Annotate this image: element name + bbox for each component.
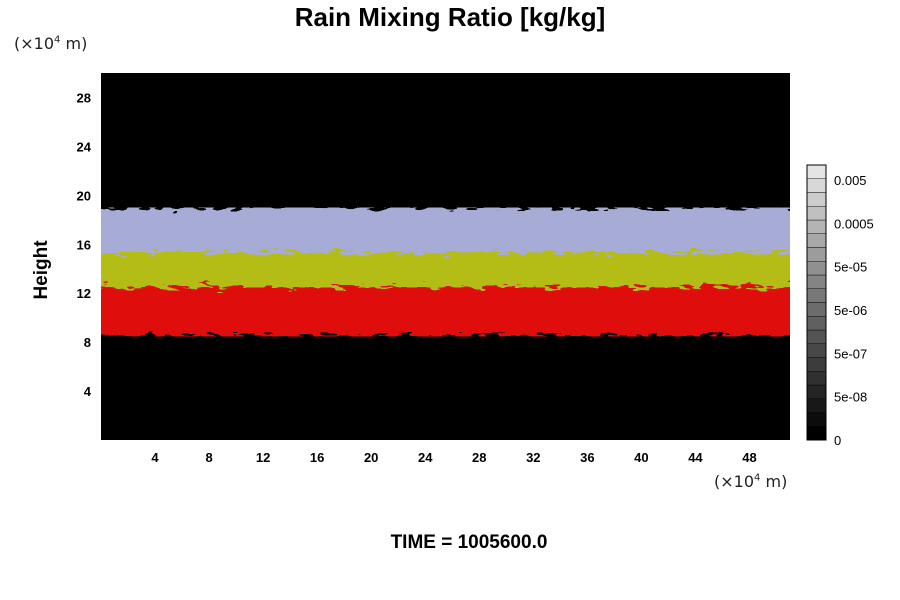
colorbar-swatch xyxy=(806,316,827,331)
y-tick-label: 24 xyxy=(77,139,92,154)
colorbar-swatch xyxy=(806,219,827,234)
colorbar-swatch xyxy=(806,164,827,179)
colorbar-swatch xyxy=(806,206,827,221)
x-tick-label: 24 xyxy=(418,450,433,465)
colorbar-swatch xyxy=(806,398,827,413)
y-tick-label: 20 xyxy=(77,188,91,203)
colorbar-swatch xyxy=(806,233,827,248)
colorbar-swatch xyxy=(806,261,827,276)
x-tick-label: 48 xyxy=(742,450,756,465)
colorbar-tick-label: 0.005 xyxy=(834,173,867,188)
colorbar-swatch xyxy=(806,384,827,399)
x-tick-label: 28 xyxy=(472,450,486,465)
y-tick-label: 8 xyxy=(84,335,91,350)
colorbar-swatch xyxy=(806,178,827,193)
x-axis-unit-label: (×104 m) xyxy=(714,472,788,491)
colorbar-swatch xyxy=(806,302,827,317)
time-footer: TIME = 1005600.0 xyxy=(390,532,548,553)
colorbar-tick-label: 5e-05 xyxy=(834,260,867,275)
x-tick-label: 32 xyxy=(526,450,540,465)
chart-title: Rain Mixing Ratio [kg/kg] xyxy=(294,2,606,32)
layer-band-1 xyxy=(101,246,790,288)
colorbar-frame xyxy=(806,164,827,441)
y-tick-label: 16 xyxy=(77,237,91,252)
y-tick-label: 4 xyxy=(84,384,92,399)
colorbar-swatch xyxy=(806,357,827,372)
colorbar-swatch xyxy=(806,426,827,441)
y-tick-label: 12 xyxy=(77,286,91,301)
colorbar-tick-label: 0.0005 xyxy=(834,216,874,231)
y-tick-label: 28 xyxy=(77,90,91,105)
x-tick-label: 40 xyxy=(634,450,648,465)
x-tick-label: 16 xyxy=(310,450,324,465)
colorbar-swatch xyxy=(806,192,827,207)
colorbar-tick-label: 5e-08 xyxy=(834,390,867,405)
colorbar-swatch xyxy=(806,274,827,289)
x-tick-label: 4 xyxy=(151,450,159,465)
layer-band-0 xyxy=(101,287,790,337)
colorbar-swatch xyxy=(806,247,827,262)
x-tick-label: 8 xyxy=(205,450,212,465)
colorbar-swatch xyxy=(806,371,827,386)
x-tick-label: 44 xyxy=(688,450,703,465)
colorbar-swatch xyxy=(806,288,827,303)
colorbar-swatch xyxy=(806,412,827,427)
y-axis-unit-label: (×104 m) xyxy=(14,34,88,53)
colorbar-tick-label: 5e-07 xyxy=(834,346,867,361)
x-tick-label: 12 xyxy=(256,450,270,465)
layer-band-2 xyxy=(101,207,790,253)
colorbar-swatch xyxy=(806,329,827,344)
x-tick-label: 20 xyxy=(364,450,378,465)
colorbar-tick-label: 5e-06 xyxy=(834,303,867,318)
x-tick-label: 36 xyxy=(580,450,594,465)
colorbar-tick-label: 0 xyxy=(834,433,841,448)
colorbar-swatch xyxy=(806,343,827,358)
